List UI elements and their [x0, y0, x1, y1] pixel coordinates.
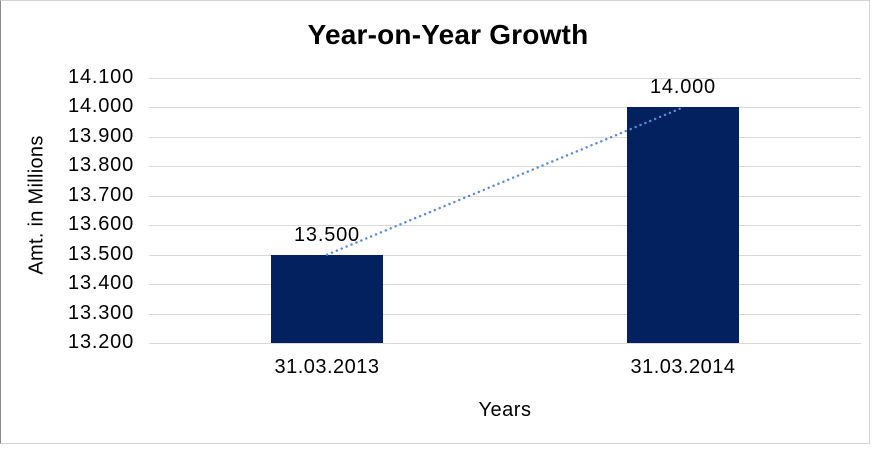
gridline [149, 136, 861, 138]
y-tick-label: 13.600 [68, 213, 134, 236]
bar [271, 254, 383, 343]
y-tick-label: 13.300 [68, 301, 134, 324]
y-tick-label: 13.900 [68, 124, 134, 147]
gridline [149, 107, 861, 109]
trendline [325, 106, 685, 256]
y-tick-label: 13.700 [68, 183, 134, 206]
y-tick-label: 13.800 [68, 154, 134, 177]
gridline [149, 284, 861, 286]
chart-title: Year-on-Year Growth [307, 19, 589, 50]
bar-value-label: 13.500 [294, 223, 360, 246]
x-tick-label: 31.03.2013 [274, 356, 380, 378]
gridline [149, 313, 861, 315]
bar [627, 107, 739, 343]
y-tick-label: 14.000 [68, 95, 134, 118]
y-tick-label: 14.100 [68, 66, 134, 88]
gridline [149, 343, 861, 344]
gridline [149, 78, 861, 79]
x-axis-title: Years [478, 399, 532, 421]
y-tick-label: 13.400 [68, 272, 134, 295]
gridline [149, 254, 861, 256]
plot-area [149, 78, 861, 344]
gridline [149, 166, 861, 168]
gridline [149, 225, 861, 227]
x-tick-label: 31.03.2014 [630, 356, 736, 378]
bar-value-label: 14.000 [650, 76, 716, 99]
gridline [149, 195, 861, 197]
y-tick-label: 13.500 [68, 242, 134, 265]
y-tick-label: 13.200 [68, 331, 134, 353]
chart-frame: Year-on-Year Growth Amt. in Millions 14.… [0, 0, 870, 444]
